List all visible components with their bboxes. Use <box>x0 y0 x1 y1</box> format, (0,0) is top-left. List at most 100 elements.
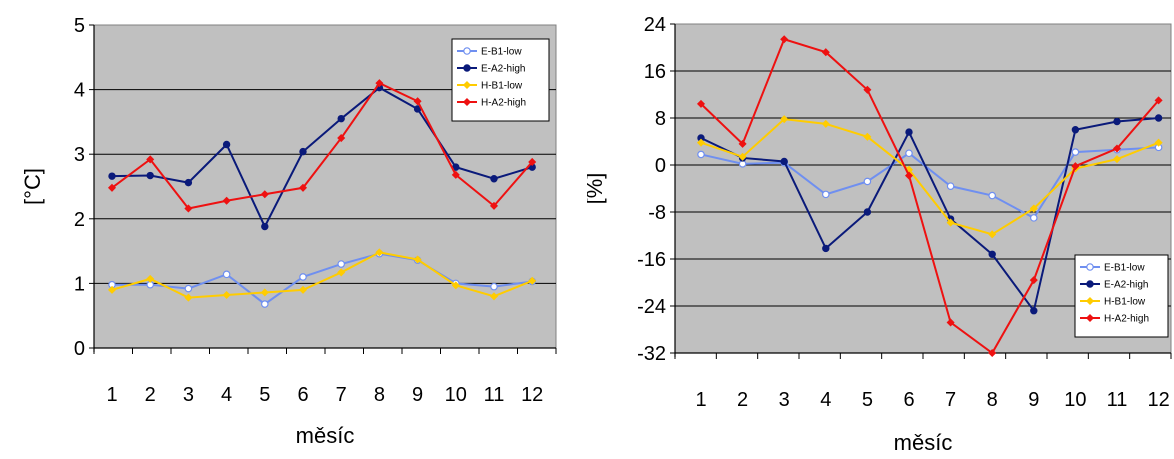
chart-1-x-tick-label: 8 <box>374 384 385 406</box>
chart-1-data-point-h-b1-low <box>222 291 231 300</box>
chart-1-x-tick-label: 6 <box>297 384 308 406</box>
chart-2-legend-marker <box>1085 313 1095 323</box>
chart-1-legend-label-h-b1-low: H-B1-low <box>481 81 523 92</box>
chart-1-data-point-e-b1-low <box>337 260 346 268</box>
chart-2-legend-label-e-b1-low: E-B1-low <box>1104 263 1145 274</box>
chart-2-data-point-e-a2-high <box>1071 126 1080 134</box>
chart-2-data-point-h-a2-high <box>821 48 830 57</box>
chart-1-data-point-e-a2-high <box>222 140 231 149</box>
chart-2-data-point-h-a2-high <box>863 85 872 94</box>
chart-2-data-point-e-b1-low <box>822 190 830 199</box>
chart-1-data-point-h-b1-low <box>107 285 117 294</box>
chart-2-legend-label-e-a2-high: E-A2-high <box>1104 280 1148 291</box>
chart-1-data-point-h-b1-low <box>337 268 346 277</box>
chart-1-data-point-e-b1-low <box>222 270 231 279</box>
chart-2-data-point-h-b1-low <box>946 218 955 227</box>
chart-2-data-point-h-a2-high <box>696 99 706 108</box>
chart-1-data-point-h-a2-high <box>528 157 537 166</box>
chart-2-x-tick-label: 6 <box>903 389 914 411</box>
chart-1-data-point-h-a2-high <box>184 204 193 213</box>
chart-1-series-line-h-a2-high <box>111 81 533 210</box>
chart-2-series-e-b1-low <box>697 143 1163 222</box>
chart-1-x-tick-label: 3 <box>183 384 194 406</box>
chart-2-data-point-h-a2-high <box>1154 96 1163 105</box>
chart-1-data-point-e-a2-high <box>108 172 116 180</box>
chart-2-data-point-h-b1-low <box>696 138 706 147</box>
chart-2-x-axis-title: měsíc <box>894 430 953 455</box>
chart-1-legend-label-e-b1-low: E-B1-low <box>481 47 522 58</box>
chart-2-data-point-e-b1-low <box>946 182 955 190</box>
chart-1-y-axis-title: [°C] <box>20 168 45 205</box>
chart-2-data-point-h-b1-low <box>738 152 747 161</box>
chart-2-legend-marker <box>1086 263 1094 271</box>
chart-2-series-e-a2-high <box>697 114 1163 315</box>
chart-1-data-point-h-b1-low <box>146 274 155 283</box>
chart-2-legend-label-h-b1-low: H-B1-low <box>1104 297 1146 308</box>
chart-2-y-tick-label: -8 <box>648 202 666 224</box>
chart-1-data-point-h-b1-low <box>528 276 537 285</box>
chart-1-y-tick-label: 1 <box>74 273 85 295</box>
chart-2-x-tick-label: 12 <box>1147 389 1169 411</box>
chart-2-data-point-h-a2-high <box>738 139 747 148</box>
chart-2-x-tick-label: 9 <box>1028 389 1039 411</box>
chart-2-data-point-e-b1-low <box>863 177 872 186</box>
chart-2-y-tick-label: 16 <box>644 61 666 83</box>
chart-2-data-point-e-a2-high <box>1113 117 1121 126</box>
chart-1-series-line-e-b1-low <box>112 252 533 306</box>
chart-2-x-tick-label: 7 <box>945 389 956 411</box>
chart-2-y-axis-title: [%] <box>587 173 607 205</box>
chart-2-data-point-e-b1-low <box>1071 148 1080 156</box>
chart-1-x-tick-label: 5 <box>259 384 270 406</box>
chart-2-data-point-h-b1-low <box>780 115 789 124</box>
chart-1-data-point-h-a2-high <box>146 155 155 164</box>
chart-2-data-point-h-a2-high <box>1071 162 1080 171</box>
chart-1-x-tick-label: 2 <box>145 384 156 406</box>
chart-2-x-tick-label: 8 <box>987 389 998 411</box>
chart-1-data-point-h-a2-high <box>451 170 460 179</box>
chart-1-x-tick-label: 11 <box>484 384 505 406</box>
chart-2-x-tick-label: 2 <box>737 389 748 411</box>
chart-1-data-point-h-b1-low <box>489 292 499 301</box>
chart-1-legend-marker <box>463 47 471 55</box>
chart-1-data-point-e-a2-high <box>490 175 498 183</box>
chart-1-data-point-h-b1-low <box>260 288 269 297</box>
chart-1-data-point-h-a2-high <box>413 97 422 106</box>
chart-2-x-tick-label: 11 <box>1107 389 1128 411</box>
chart-1-x-tick-label: 10 <box>445 384 467 406</box>
chart-2-legend: E-B1-low E-A2-high H-B1-low H-A2-high <box>1074 254 1169 338</box>
chart-1-legend: E-B1-low E-A2-high H-B1-low H-A2-high <box>451 38 550 122</box>
chart-2-legend-label-h-a2-high: H-A2-high <box>1104 314 1149 325</box>
chart-1-data-point-h-a2-high <box>375 79 384 88</box>
chart-2-data-point-e-a2-high <box>988 250 996 259</box>
chart-2-data-point-e-b1-low <box>988 191 997 200</box>
chart-1-series-h-a2-high <box>107 79 537 213</box>
chart-2-series-h-b1-low <box>696 115 1163 239</box>
chart-2-y-tick-label: -32 <box>637 343 666 365</box>
chart-1-y-tick-label: 3 <box>74 144 85 166</box>
chart-1-data-point-e-b1-low <box>184 284 193 293</box>
chart-2-data-point-h-b1-low <box>863 132 872 141</box>
chart-2-data-point-e-a2-high <box>863 208 872 216</box>
chart-2-y-tick-label: -16 <box>637 249 666 271</box>
chart-2-data-point-e-a2-high <box>780 157 788 166</box>
chart-1-x-tick-label: 4 <box>221 384 232 406</box>
chart-1-x-axis-title: měsíc <box>296 423 355 448</box>
chart-2-data-point-e-a2-high <box>905 128 913 136</box>
chart-2-data-point-h-a2-high <box>780 35 789 44</box>
chart-2-data-point-h-a2-high <box>988 348 997 358</box>
chart-1-series-line-h-b1-low <box>111 251 533 299</box>
chart-2-data-point-e-b1-low <box>697 150 705 159</box>
chart-2-x-tick-label: 5 <box>862 389 873 411</box>
chart-2-data-point-h-a2-high <box>946 318 955 327</box>
chart-1-data-point-e-a2-high <box>184 178 193 187</box>
chart-1-data-point-h-a2-high <box>489 201 499 210</box>
chart-2-y-tick-label: 24 <box>644 14 666 36</box>
chart-1-x-tick-label: 12 <box>521 384 543 406</box>
chart-1-series-line-e-a2-high <box>111 86 533 229</box>
chart-1-data-point-h-a2-high <box>337 134 346 143</box>
chart-2-data-point-h-a2-high <box>904 171 914 180</box>
chart-1-y-tick-label: 2 <box>74 209 85 231</box>
